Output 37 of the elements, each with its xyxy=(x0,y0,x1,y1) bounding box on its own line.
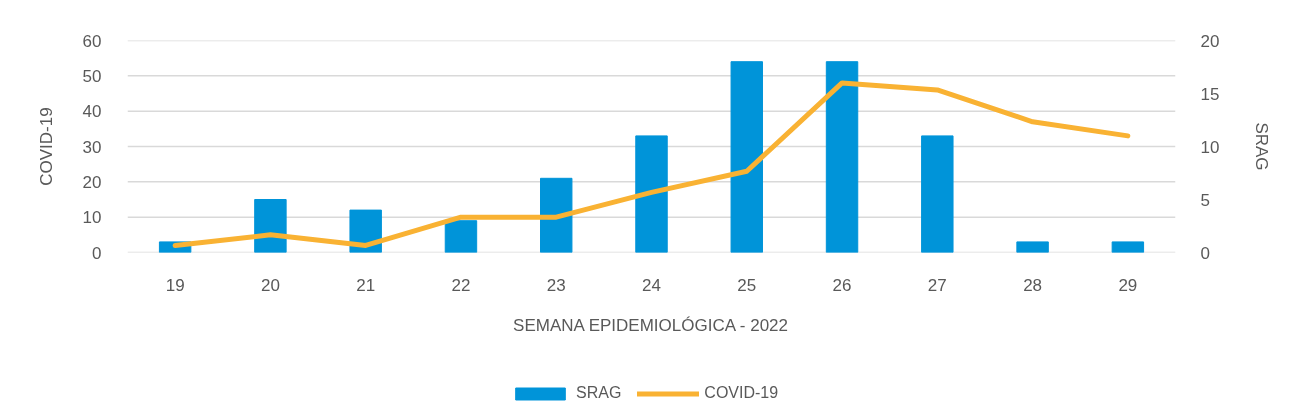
x-tick-label: 25 xyxy=(737,275,757,295)
x-axis-title: SEMANA EPIDEMIOLÓGICA - 2022 xyxy=(513,315,789,335)
bar xyxy=(1016,241,1049,253)
bar xyxy=(730,61,763,253)
bar xyxy=(254,199,287,253)
y-tick-label: 30 xyxy=(82,137,102,157)
y2-tick-label: 15 xyxy=(1200,84,1220,104)
x-tick-label: 19 xyxy=(165,275,185,295)
y2-tick-label: 5 xyxy=(1200,190,1210,210)
y-tick-label: 50 xyxy=(82,66,102,86)
x-tick-label: 24 xyxy=(642,275,661,295)
bar xyxy=(921,135,954,253)
bar xyxy=(635,135,668,253)
x-tick-label: 27 xyxy=(927,275,947,295)
x-tick-label: 26 xyxy=(832,275,852,295)
y2-axis-title: SRAG xyxy=(1252,122,1272,171)
y-tick-label: 0 xyxy=(92,243,102,263)
y-axis-title: COVID-19 xyxy=(36,107,56,186)
x-tick-label: 21 xyxy=(356,275,376,295)
bar xyxy=(1111,241,1145,253)
y-tick-label: 20 xyxy=(82,172,102,192)
bar xyxy=(444,220,478,253)
x-tick-label: 29 xyxy=(1118,275,1138,295)
y2-tick-label: 10 xyxy=(1200,137,1220,157)
y2-tick-label: 20 xyxy=(1200,31,1220,51)
y-tick-label: 40 xyxy=(82,102,102,122)
x-tick-label: 23 xyxy=(546,275,566,295)
x-tick-label: 28 xyxy=(1023,275,1043,295)
x-tick-label: 22 xyxy=(451,275,471,295)
y-tick-label: 10 xyxy=(82,208,102,228)
legend-label: SRAG xyxy=(576,384,622,402)
y2-tick-label: 0 xyxy=(1200,243,1210,263)
bar xyxy=(540,177,573,253)
y-tick-label: 60 xyxy=(82,31,102,51)
x-tick-label: 20 xyxy=(260,275,280,295)
legend-label: COVID-19 xyxy=(704,384,779,402)
bar xyxy=(825,61,859,253)
